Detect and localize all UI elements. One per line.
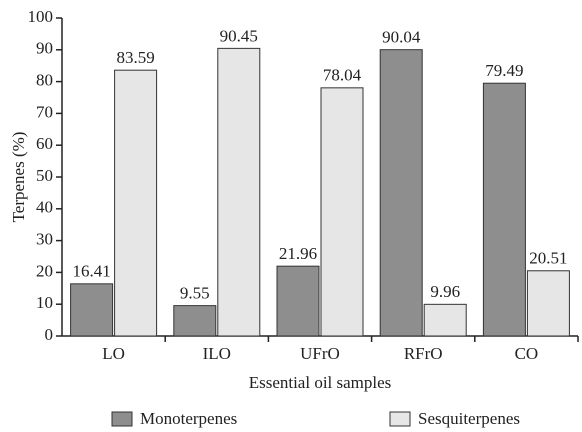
y-tick-label: 90 <box>36 39 53 58</box>
value-label: 21.96 <box>279 244 317 263</box>
bar <box>526 270 570 337</box>
value-label: 20.51 <box>529 249 567 268</box>
bar <box>173 305 217 337</box>
y-tick-label: 0 <box>45 325 54 344</box>
legend-label: Monoterpenes <box>140 409 237 428</box>
bar <box>320 87 364 337</box>
x-axis-label: Essential oil samples <box>249 373 392 392</box>
x-tick-label: RFrO <box>404 344 443 363</box>
y-tick-label: 60 <box>36 134 53 153</box>
bar <box>482 82 526 337</box>
value-label: 16.41 <box>72 262 110 281</box>
y-tick-label: 30 <box>36 230 53 249</box>
bar <box>276 265 320 337</box>
legend-label: Sesquiterpenes <box>418 409 520 428</box>
y-tick-label: 20 <box>36 261 53 280</box>
value-label: 90.04 <box>382 28 421 47</box>
value-label: 9.55 <box>180 284 210 303</box>
value-label: 78.04 <box>323 66 362 85</box>
y-tick-label: 50 <box>36 166 53 185</box>
y-tick-label: 70 <box>36 102 53 121</box>
bar <box>217 47 261 337</box>
value-label: 83.59 <box>116 48 154 67</box>
y-tick-label: 10 <box>36 293 53 312</box>
bar <box>379 49 423 337</box>
x-tick-label: ILO <box>203 344 231 363</box>
bar <box>114 69 158 337</box>
x-tick-label: CO <box>515 344 539 363</box>
legend-swatch <box>111 411 133 427</box>
y-tick-label: 100 <box>28 7 54 26</box>
value-label: 9.96 <box>430 282 460 301</box>
value-label: 79.49 <box>485 61 523 80</box>
value-label: 90.45 <box>220 26 258 45</box>
legend-swatch <box>389 411 411 427</box>
bar <box>423 303 467 337</box>
y-axis-label: Terpenes (%) <box>9 132 28 223</box>
x-tick-label: LO <box>102 344 125 363</box>
y-tick-label: 80 <box>36 71 53 90</box>
y-tick-label: 40 <box>36 198 53 217</box>
x-tick-label: UFrO <box>300 344 340 363</box>
bar <box>70 283 114 337</box>
